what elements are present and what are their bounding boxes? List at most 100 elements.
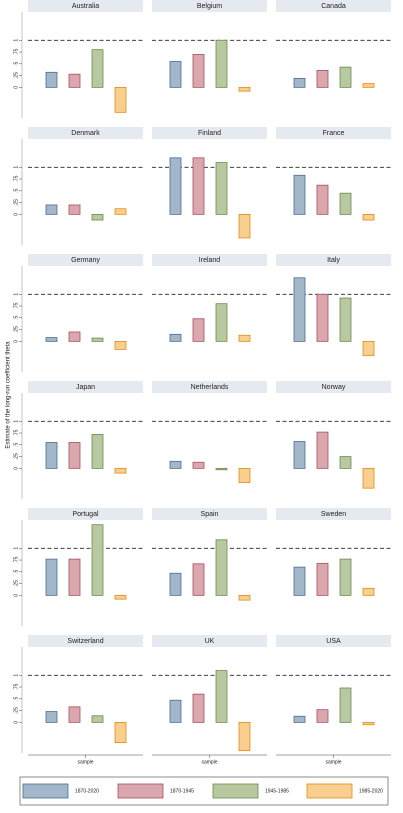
y-axis-label: Estimate of the long-run coefficient the…	[6, 341, 12, 449]
panel-title: Finland	[198, 130, 221, 137]
panel-title: Sweden	[321, 511, 346, 518]
panel-title: France	[323, 130, 345, 137]
bar	[215, 39, 228, 88]
y-tick-label: 0	[13, 467, 19, 470]
y-tick-label: .5	[13, 697, 19, 701]
bar	[192, 318, 205, 342]
panel-title: Belgium	[197, 3, 222, 10]
y-tick-label: .75	[13, 429, 19, 436]
y-tick-label: 1	[13, 166, 19, 169]
panel-strip	[152, 635, 267, 647]
bar	[238, 334, 251, 342]
bar	[238, 467, 251, 483]
y-tick-label: 1	[13, 293, 19, 296]
bar	[293, 715, 306, 723]
bar	[169, 460, 182, 469]
bar	[91, 213, 104, 221]
panel-title: Italy	[327, 257, 340, 264]
bar	[68, 442, 81, 469]
panel-title: Netherlands	[191, 384, 229, 391]
panel-title: Ireland	[199, 257, 221, 264]
bar	[192, 563, 205, 596]
y-tick-label: .5	[13, 189, 19, 193]
y-tick-label: .25	[13, 580, 19, 587]
bar	[114, 340, 127, 350]
panel-strip	[28, 254, 143, 266]
panel-strip	[152, 381, 267, 393]
bar	[169, 699, 182, 723]
panel-title: Portugal	[72, 511, 99, 518]
y-tick-label: .5	[13, 570, 19, 574]
bar	[91, 524, 104, 596]
bar	[68, 706, 81, 723]
y-tick-label: 1	[13, 39, 19, 42]
panel-strip	[28, 381, 143, 393]
bar	[238, 594, 251, 601]
bar	[91, 715, 104, 723]
y-tick-label: 0	[13, 594, 19, 597]
bar	[238, 721, 251, 752]
bar	[293, 78, 306, 88]
bar	[68, 204, 81, 215]
y-tick-label: .25	[13, 72, 19, 79]
bar	[45, 442, 58, 469]
bar	[362, 83, 375, 88]
bar	[316, 184, 329, 215]
bar	[91, 49, 104, 88]
panel-strip	[276, 508, 391, 520]
panel-strip	[276, 381, 391, 393]
bar	[192, 461, 205, 469]
y-tick-label: .5	[13, 443, 19, 447]
bar	[339, 297, 352, 342]
x-axis-label: sample	[201, 759, 217, 765]
legend-label: 1985-2020	[359, 788, 383, 794]
bar	[215, 162, 228, 215]
bar	[192, 54, 205, 88]
x-axis-label: sample	[77, 759, 93, 765]
panel-title: Japan	[76, 384, 95, 391]
bar	[293, 566, 306, 596]
bar	[215, 303, 228, 342]
panel-strip	[276, 0, 391, 12]
bar	[362, 721, 375, 726]
panel-title: UK	[205, 638, 215, 645]
bar	[293, 441, 306, 469]
legend-swatch	[212, 783, 259, 799]
bar	[91, 434, 104, 469]
panel-strip	[28, 635, 143, 647]
bar	[362, 467, 375, 489]
panel-title: USA	[326, 638, 341, 645]
bar	[362, 340, 375, 356]
panel-strip	[152, 508, 267, 520]
panel-title: Switzerland	[67, 638, 103, 645]
panel-strip	[152, 254, 267, 266]
y-tick-label: .75	[13, 48, 19, 55]
legend-label: 1945-1985	[265, 788, 289, 794]
bar	[316, 70, 329, 88]
panel-title: Norway	[322, 384, 346, 391]
bar	[316, 431, 329, 469]
y-tick-label: 0	[13, 340, 19, 343]
y-tick-label: 1	[13, 674, 19, 677]
bar	[215, 467, 228, 471]
bar	[339, 192, 352, 215]
legend-swatch	[22, 783, 69, 799]
y-tick-label: .25	[13, 707, 19, 714]
panel-strip	[28, 0, 143, 12]
bar	[169, 61, 182, 88]
bar	[192, 157, 205, 215]
panel-strip	[28, 127, 143, 139]
bar	[316, 293, 329, 342]
legend-label: 1870-2020	[75, 788, 99, 794]
bar	[215, 539, 228, 596]
x-axis-label: sample	[325, 759, 341, 765]
bar	[215, 670, 228, 723]
panel-strip	[152, 127, 267, 139]
bar	[362, 213, 375, 221]
bar	[238, 213, 251, 239]
bar	[192, 693, 205, 723]
bar	[45, 711, 58, 723]
panel-title: Australia	[72, 3, 99, 10]
bar	[68, 73, 81, 88]
